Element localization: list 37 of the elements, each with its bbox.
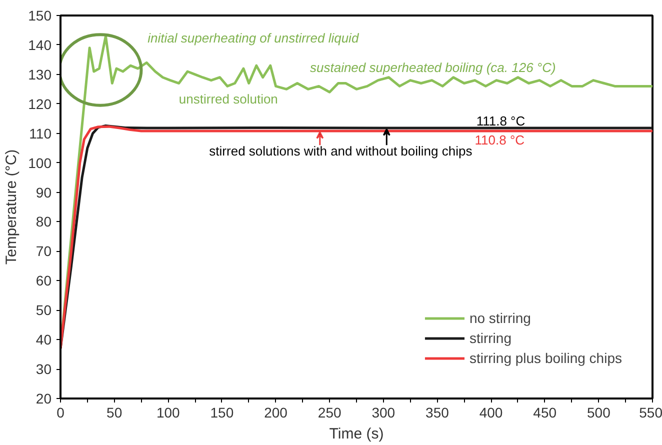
annotation: 110.8 °C — [474, 132, 525, 148]
annotation: sustained superheated boiling (ca. 126 °C) — [310, 60, 556, 76]
y-tick-label: 50 — [36, 302, 52, 318]
x-tick-label: 50 — [106, 404, 122, 420]
y-tick-label: 60 — [36, 272, 52, 289]
annotation: 111.8 °C — [476, 113, 526, 128]
y-axis-title: Temperature (°C) — [3, 149, 20, 265]
y-tick-label: 150 — [28, 8, 52, 24]
legend-label: stirring plus boiling chips — [469, 350, 622, 366]
y-tick-label: 140 — [28, 36, 52, 53]
y-tick-label: 30 — [36, 361, 52, 378]
y-tick-label: 130 — [28, 66, 52, 82]
legend-label: stirring — [469, 330, 512, 346]
y-tick-label: 120 — [28, 96, 52, 112]
y-tick-label: 80 — [36, 214, 52, 230]
y-tick-label: 100 — [28, 154, 52, 171]
annotation: stirred solutions with and without boiling chips — [209, 144, 473, 159]
x-tick-label: 300 — [372, 404, 396, 420]
y-tick-label: 20 — [36, 390, 52, 406]
annotation: unstirred solution — [178, 92, 278, 107]
legend-label: no stirring — [469, 310, 531, 326]
x-tick-label: 550 — [639, 404, 662, 420]
x-tick-label: 100 — [156, 404, 180, 420]
x-tick-label: 500 — [587, 404, 611, 420]
x-tick-label: 450 — [533, 404, 557, 420]
x-tick-label: 350 — [426, 404, 450, 420]
x-tick-label: 250 — [318, 404, 342, 420]
x-tick-label: 200 — [264, 404, 288, 420]
x-axis-title: Time (s) — [329, 426, 384, 442]
y-tick-label: 110 — [29, 125, 52, 142]
x-tick-label: 400 — [479, 404, 503, 420]
x-tick-label: 150 — [210, 404, 234, 420]
x-tick-label: 0 — [56, 404, 65, 420]
annotation: initial superheating of unstirred liquid — [148, 30, 360, 46]
y-tick-label: 90 — [36, 184, 52, 200]
y-tick-label: 70 — [36, 243, 52, 260]
y-tick-label: 40 — [36, 332, 52, 348]
